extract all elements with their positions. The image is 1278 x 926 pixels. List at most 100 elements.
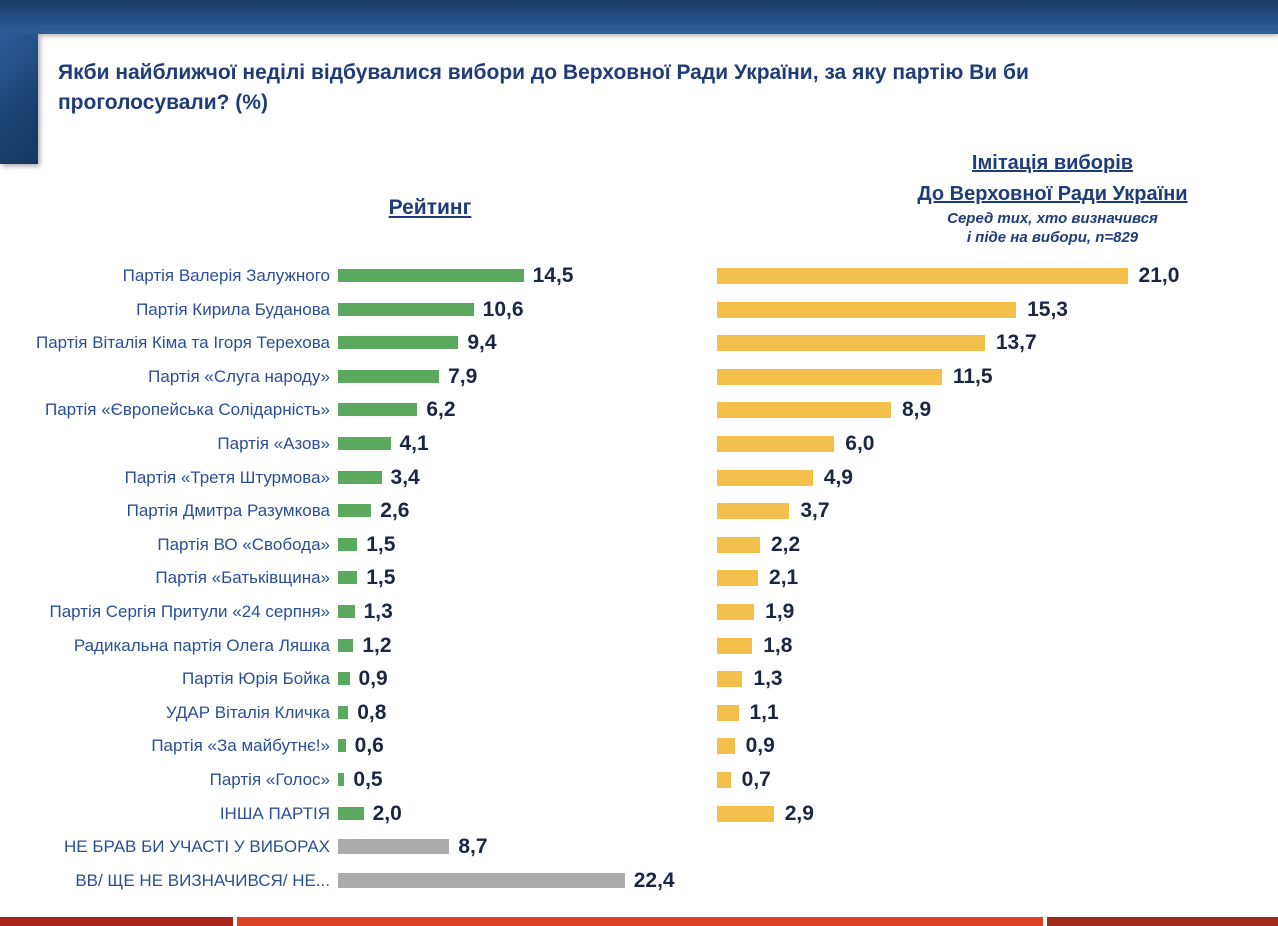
imitation-bar — [717, 604, 755, 620]
left-accent-block — [0, 34, 38, 164]
party-label: Партія Сергія Притули «24 серпня» — [49, 602, 331, 621]
rating-value: 1,2 — [362, 633, 392, 657]
rating-bar — [338, 773, 345, 786]
imitation-bar — [717, 805, 774, 822]
rating-bar — [338, 839, 450, 855]
chart-row: Партія Юрія Бойка 0,9 1,3 — [0, 662, 1278, 696]
footer-stripe-middle — [237, 917, 1043, 926]
footer-stripe-left — [0, 917, 233, 926]
imitation-bar — [717, 469, 813, 486]
rating-bar — [338, 705, 349, 719]
party-label: Партія «За майбутнє!» — [151, 736, 330, 756]
rating-bar — [338, 537, 358, 551]
imitation-value: 1,9 — [765, 600, 795, 623]
chart-row: Партія «Європейська Солідарність» 6,2 8,9 — [0, 393, 1278, 427]
rating-value: 6,2 — [426, 398, 456, 422]
imitation-bar — [717, 671, 743, 688]
chart-row: УДАР Віталія Кличка 0,8 1,1 — [0, 696, 1278, 730]
rating-bar — [338, 806, 364, 820]
imitation-value: 0,7 — [741, 768, 771, 791]
imitation-bar — [717, 402, 891, 419]
chart-row: НЕ БРАВ БИ УЧАСТІ У ВИБОРАХ 8,7 — [0, 830, 1278, 864]
imitation-value: 13,7 — [995, 331, 1037, 355]
imitation-value: 11,5 — [952, 364, 993, 388]
imitation-column-header: Імітація виборів До Верховної Ради Украї… — [850, 148, 1255, 248]
chart-row: Партія Кирила Буданова 10,6 15,3 — [0, 293, 1278, 327]
party-label: НЕ БРАВ БИ УЧАСТІ У ВИБОРАХ — [64, 837, 330, 857]
imitation-bar — [717, 503, 790, 520]
top-banner — [0, 0, 1278, 34]
rating-bar — [338, 302, 474, 316]
rating-value: 1,3 — [363, 600, 393, 623]
chart-row: Радикальна партія Олега Ляшка 1,2 1,8 — [0, 629, 1278, 663]
imitation-title-line1: Імітація виборів — [971, 152, 1134, 174]
chart-row: Партія «Азов» 4,1 6,0 — [0, 427, 1278, 461]
page-title: Якби найближчої неділі відбувалися вибор… — [58, 61, 1029, 114]
rating-bar — [338, 269, 524, 282]
party-label: ІНША ПАРТІЯ — [219, 803, 330, 823]
rating-value: 1,5 — [366, 532, 396, 556]
rating-value: 22,4 — [633, 868, 675, 892]
rating-value: 2,6 — [380, 499, 410, 523]
rating-bar — [338, 605, 355, 618]
rating-value: 0,9 — [358, 667, 388, 691]
rating-bar — [338, 369, 440, 383]
imitation-value: 1,1 — [749, 700, 779, 724]
imitation-subtitle-line1: Серед тих, хто визначився — [947, 210, 1158, 227]
imitation-value: 2,2 — [771, 532, 801, 556]
party-label: Партія ВО «Свобода» — [157, 534, 330, 554]
imitation-value: 2,9 — [784, 801, 814, 825]
party-label: Партія Дмитра Разумкова — [126, 501, 330, 521]
chart-row: Партія Валерія Залужного 14,5 21,0 — [0, 259, 1278, 293]
imitation-title-line2: До Верховної Ради України — [917, 183, 1188, 205]
imitation-bar — [717, 738, 735, 755]
chart-row: Партія ВО «Свобода» 1,5 2,2 — [0, 528, 1278, 562]
chart-row: Партія «Батьківщина» 1,5 2,1 — [0, 561, 1278, 595]
imitation-bar — [717, 368, 942, 385]
rating-value: 10,6 — [482, 297, 524, 321]
imitation-value: 21,0 — [1138, 264, 1180, 287]
imitation-value: 1,8 — [763, 633, 793, 657]
chart-row: Партія Сергія Притули «24 серпня» 1,3 1,9 — [0, 595, 1278, 629]
imitation-bar — [717, 772, 731, 788]
party-label: Партія «Третя Штурмова» — [124, 467, 330, 487]
chart-rows: Партія Валерія Залужного 14,5 21,0 Партія К… — [0, 259, 1278, 899]
rating-value: 0,8 — [357, 700, 387, 724]
imitation-value: 1,3 — [753, 667, 783, 691]
rating-bar — [338, 571, 358, 585]
footer-stripe-right — [1047, 917, 1278, 926]
party-label: Партія Віталія Кіма та Ігоря Терехова — [35, 333, 330, 353]
rating-bar — [338, 638, 354, 652]
chart-row: Партія «За майбутнє!» 0,6 0,9 — [0, 729, 1278, 763]
rating-bar — [338, 437, 391, 450]
imitation-bar — [717, 335, 985, 352]
party-label: УДАР Віталія Кличка — [165, 702, 330, 722]
rating-bar — [338, 872, 625, 888]
party-label: Партія Юрія Бойка — [182, 669, 330, 689]
imitation-bar — [717, 704, 739, 721]
imitation-bar — [717, 301, 1017, 318]
imitation-value: 8,9 — [901, 398, 932, 422]
rating-value: 0,6 — [354, 734, 384, 758]
party-label: Партія «Батьківщина» — [155, 568, 330, 588]
chart-row: Партія «Слуга народу» 7,9 11,5 — [0, 360, 1278, 394]
imitation-bar — [717, 268, 1128, 284]
party-label: Партія «Слуга народу» — [148, 366, 330, 386]
imitation-bar — [717, 637, 753, 654]
rating-value: 0,5 — [353, 768, 383, 791]
rating-value: 3,4 — [390, 465, 420, 489]
chart-row: Партія Дмитра Разумкова 2,6 3,7 — [0, 494, 1278, 528]
chart-row: ВВ/ ЩЕ НЕ ВИЗНАЧИВСЯ/ НЕ... 22,4 — [0, 864, 1278, 898]
chart-row: ІНША ПАРТІЯ 2,0 2,9 — [0, 797, 1278, 831]
rating-value: 4,1 — [399, 432, 429, 455]
imitation-bar — [717, 570, 759, 587]
party-label: ВВ/ ЩЕ НЕ ВИЗНАЧИВСЯ/ НЕ... — [75, 870, 330, 890]
party-label: Партія «Європейська Солідарність» — [44, 400, 330, 420]
rating-bar — [338, 739, 346, 753]
party-label: Партія Валерія Залужного — [122, 266, 330, 285]
imitation-value: 0,9 — [745, 734, 775, 758]
party-label: Радикальна партія Олега Ляшка — [73, 635, 330, 655]
rating-bar — [338, 403, 418, 417]
imitation-value: 3,7 — [800, 499, 830, 523]
rating-column-header: Рейтинг — [388, 196, 472, 219]
